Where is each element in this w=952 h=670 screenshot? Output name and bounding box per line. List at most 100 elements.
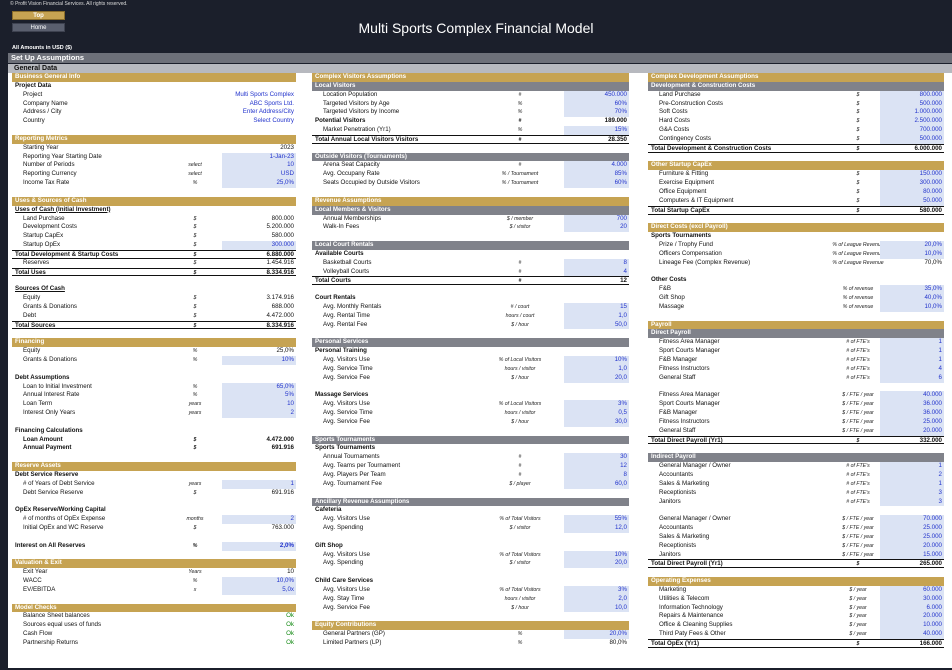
input-cell[interactable]: ABC Sports Ltd.	[249, 99, 294, 107]
home-button[interactable]: Home	[12, 23, 65, 32]
input-cell[interactable]: 4.000	[564, 161, 629, 171]
input-cell[interactable]: 30	[564, 453, 629, 463]
input-cell[interactable]: 1,0	[564, 311, 629, 321]
input-cell[interactable]: 10.000	[880, 621, 944, 631]
input-cell[interactable]: 2.500.000	[880, 117, 944, 127]
input-cell[interactable]: 85%	[564, 170, 629, 180]
input-cell[interactable]: 55%	[564, 515, 629, 525]
input-cell[interactable]: 12,0	[564, 524, 629, 533]
input-cell[interactable]: 1	[880, 479, 944, 489]
input-cell[interactable]: 25.000	[880, 524, 944, 533]
input-cell[interactable]: 1.000.000	[880, 108, 944, 118]
input-cell[interactable]: 25.000	[880, 417, 944, 427]
subheader-row: Debt Assumptions	[12, 374, 296, 383]
input-cell[interactable]: 4	[880, 364, 944, 374]
input-cell[interactable]: 60.000	[880, 585, 944, 595]
input-cell[interactable]: 70%	[564, 108, 629, 118]
input-cell[interactable]: 60%	[564, 99, 629, 109]
top-button[interactable]: Top	[12, 11, 65, 20]
input-cell[interactable]: 10%	[564, 356, 629, 365]
input-cell[interactable]: 3	[880, 488, 944, 498]
input-cell[interactable]: 35,0%	[880, 285, 944, 295]
input-cell[interactable]: 8	[564, 470, 629, 480]
input-cell[interactable]: 6.000	[880, 603, 944, 613]
input-cell[interactable]: 30.000	[880, 594, 944, 604]
input-cell[interactable]: 20	[564, 223, 629, 233]
input-cell[interactable]: 65,0%	[222, 382, 296, 392]
input-cell[interactable]: 40,0%	[880, 294, 944, 303]
input-cell[interactable]: 10,0%	[222, 577, 296, 586]
input-cell[interactable]: USD	[222, 170, 296, 180]
input-cell[interactable]: 20,0	[564, 559, 629, 569]
input-cell[interactable]: 80.000	[880, 187, 944, 197]
input-cell[interactable]: 5%	[222, 391, 296, 401]
input-cell[interactable]: 20,0	[564, 373, 629, 383]
section-header: Outside Visitors (Tournaments)	[312, 152, 629, 162]
input-cell[interactable]: 0,5	[564, 409, 629, 418]
input-cell[interactable]: 1,0	[564, 364, 629, 374]
input-cell[interactable]: 10	[222, 400, 296, 410]
input-cell[interactable]: 3%	[564, 585, 629, 595]
input-cell[interactable]: 8	[564, 258, 629, 268]
input-cell[interactable]: Multi Sports Complex	[235, 90, 294, 98]
spacer	[12, 453, 296, 462]
input-cell[interactable]: 20.000	[880, 426, 944, 436]
input-cell[interactable]: 450.000	[564, 90, 629, 100]
input-cell[interactable]: 800.000	[880, 90, 944, 100]
input-cell[interactable]: 1-Jan-23	[222, 152, 296, 162]
input-cell[interactable]: 1	[880, 347, 944, 356]
input-cell[interactable]: 10,0	[564, 603, 629, 613]
input-cell[interactable]: 300.000	[222, 241, 296, 250]
input-cell[interactable]: 2,0	[564, 594, 629, 604]
input-cell[interactable]: 500.000	[880, 99, 944, 109]
input-cell[interactable]: 20,0%	[880, 241, 944, 250]
input-cell[interactable]: Enter Address/City	[242, 108, 294, 116]
input-cell[interactable]: 2	[222, 515, 296, 525]
input-cell[interactable]: 50.000	[880, 196, 944, 206]
input-cell[interactable]: 15.000	[880, 550, 944, 560]
input-cell[interactable]: 40.000	[880, 630, 944, 639]
input-cell[interactable]: 150.000	[880, 170, 944, 180]
input-cell[interactable]: 70.000	[880, 515, 944, 525]
input-cell[interactable]: 5,0x	[222, 585, 296, 595]
input-cell[interactable]: 4	[564, 267, 629, 277]
input-cell[interactable]: 3%	[564, 400, 629, 410]
input-cell[interactable]: 36.000	[880, 409, 944, 418]
input-cell[interactable]: 2	[222, 409, 296, 418]
input-cell[interactable]: 1	[880, 462, 944, 471]
input-cell[interactable]: 3	[880, 497, 944, 507]
input-cell[interactable]: 1	[222, 479, 296, 489]
input-cell[interactable]: 700	[564, 214, 629, 224]
input-cell[interactable]: 20.000	[880, 541, 944, 551]
input-cell[interactable]: 60%	[564, 179, 629, 188]
input-cell[interactable]: 2	[880, 470, 944, 480]
row-label: Sports Tournaments	[651, 232, 712, 240]
input-cell[interactable]: 300.000	[880, 179, 944, 188]
input-cell[interactable]: 10,0%	[880, 302, 944, 312]
input-cell[interactable]: 30,0	[564, 417, 629, 427]
input-cell[interactable]: 25,0%	[222, 179, 296, 188]
data-row: Project Multi Sports Complex	[12, 91, 296, 100]
input-cell[interactable]: 1	[880, 356, 944, 365]
input-cell[interactable]: 1	[880, 338, 944, 348]
input-cell[interactable]: 10	[222, 161, 296, 171]
input-cell[interactable]: 40.000	[880, 391, 944, 401]
input-cell[interactable]: 700.000	[880, 126, 944, 135]
input-cell[interactable]: 10%	[222, 356, 296, 365]
input-cell[interactable]: Select Country	[253, 117, 294, 125]
input-cell[interactable]: 10%	[564, 550, 629, 560]
input-cell[interactable]: 10,0%	[880, 249, 944, 259]
input-cell[interactable]: 12	[564, 462, 629, 471]
input-cell[interactable]: 15	[564, 302, 629, 312]
row-unit: hours / visitor	[504, 365, 536, 372]
input-cell[interactable]: 20,0%	[564, 630, 629, 639]
input-cell[interactable]: 25.000	[880, 532, 944, 542]
input-cell[interactable]: 15%	[564, 126, 629, 135]
input-cell[interactable]: 6	[880, 373, 944, 383]
input-cell[interactable]: 2,0%	[222, 541, 296, 551]
input-cell[interactable]: 50,0	[564, 320, 629, 330]
input-cell[interactable]: 500.000	[880, 134, 944, 144]
input-cell[interactable]: 20.000	[880, 612, 944, 622]
input-cell[interactable]: 60,0	[564, 479, 629, 489]
input-cell[interactable]: 36.000	[880, 400, 944, 410]
